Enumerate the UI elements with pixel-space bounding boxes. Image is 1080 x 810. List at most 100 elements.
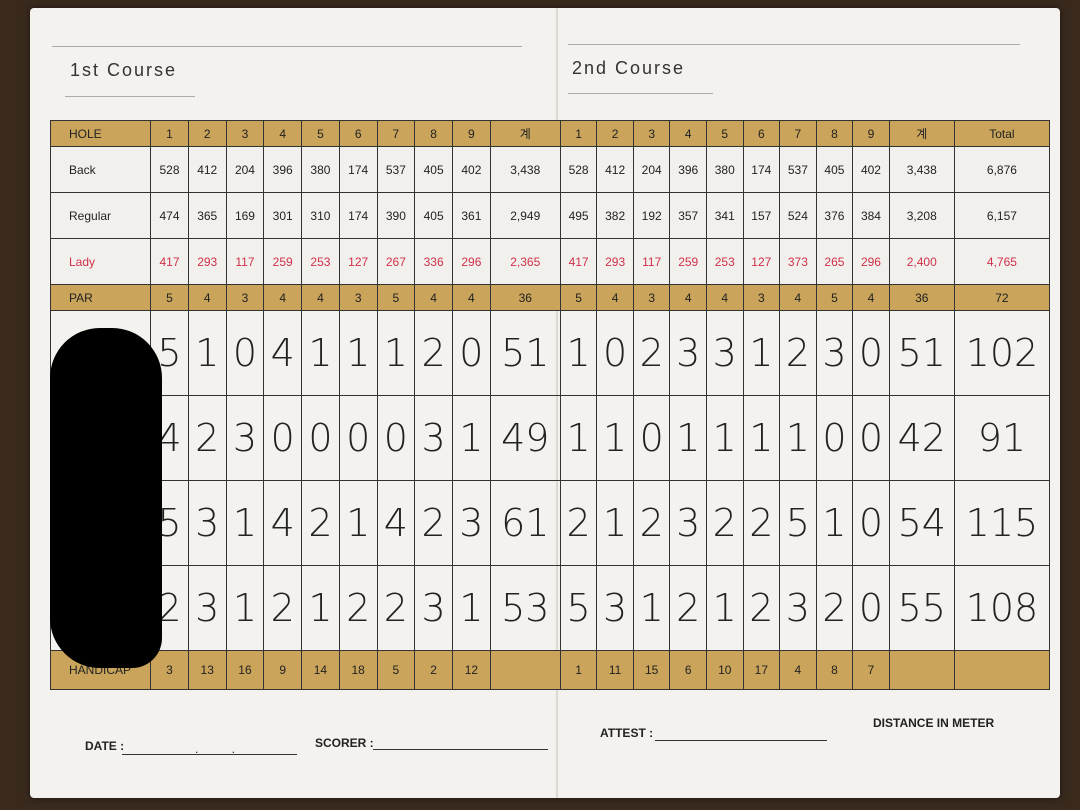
distance-cell: 396 (669, 146, 707, 193)
hole-number: 5 (301, 120, 340, 147)
tee-row-back: Back 528 412 204 396 380 174 537 405 402 3,438 528 4… (49, 146, 1051, 193)
hole-label: HOLE (49, 120, 152, 147)
score-cell: 4 (376, 480, 416, 566)
distance-cell: 412 (187, 146, 227, 193)
distance-note: DISTANCE IN METER (873, 716, 995, 730)
score-cell: 0 (376, 395, 416, 481)
date-label: DATE : (85, 739, 125, 753)
score-in-subtotal: 42 (888, 395, 955, 481)
score-cell: 1 (452, 565, 491, 651)
score-cell: 0 (852, 480, 890, 566)
distance-cell: 380 (301, 146, 340, 193)
distance-cell: 174 (742, 146, 781, 193)
distance-cell: 192 (632, 192, 671, 239)
handicap-cell: 8 (815, 650, 854, 690)
handicap-cell: 10 (706, 650, 744, 690)
score-cell: 0 (852, 310, 890, 396)
total-distance: 6,876 (953, 146, 1051, 193)
score-cell: 1 (225, 565, 265, 651)
distance-cell: 405 (414, 146, 453, 193)
date-field[interactable] (122, 754, 297, 755)
score-cell: 3 (187, 480, 227, 566)
score-cell: 1 (559, 395, 598, 481)
score-cell: 2 (632, 310, 671, 396)
score-total: 102 (953, 310, 1051, 396)
score-cell: 0 (815, 395, 854, 481)
distance-cell: 537 (779, 146, 817, 193)
divider (52, 46, 522, 47)
score-cell: 3 (669, 480, 707, 566)
distance-cell: 267 (376, 238, 416, 285)
hole-number: 4 (263, 120, 303, 147)
distance-cell: 528 (559, 146, 598, 193)
hole-number: 6 (338, 120, 378, 147)
par-cell: 4 (187, 284, 227, 311)
tee-row-lady: Lady 417 293 117 259 253 127 267 336 296 2,365 417 2… (49, 238, 1051, 285)
score-cell: 5 (559, 565, 598, 651)
scorer-label: SCORER : (315, 736, 374, 750)
par-cell: 5 (815, 284, 854, 311)
score-cell: 0 (852, 395, 890, 481)
scorer-field[interactable] (373, 749, 548, 750)
score-in-subtotal: 54 (888, 480, 955, 566)
handicap-cell: 3 (150, 650, 189, 690)
divider (568, 44, 1020, 45)
score-out-subtotal: 61 (489, 480, 561, 566)
hole-number: 8 (815, 120, 854, 147)
score-cell: 0 (596, 310, 634, 396)
score-cell: 2 (414, 480, 453, 566)
score-out-subtotal: 53 (489, 565, 561, 651)
score-cell: 1 (559, 310, 598, 396)
par-cell: 5 (150, 284, 189, 311)
score-out-subtotal: 51 (489, 310, 561, 396)
distance-cell: 204 (632, 146, 671, 193)
par-cell: 4 (301, 284, 340, 311)
par-cell: 3 (225, 284, 265, 311)
par-label: PAR (49, 284, 152, 311)
hole-number: 3 (632, 120, 671, 147)
hole-number: 9 (452, 120, 491, 147)
hole-number: 1 (559, 120, 598, 147)
score-cell: 3 (669, 310, 707, 396)
score-cell: 2 (376, 565, 416, 651)
handicap-cell: 18 (338, 650, 378, 690)
hole-number: 6 (742, 120, 781, 147)
score-cell: 1 (187, 310, 227, 396)
score-total: 91 (953, 395, 1051, 481)
score-cell: 2 (815, 565, 854, 651)
score-cell: 1 (815, 480, 854, 566)
handicap-cell: 1 (559, 650, 598, 690)
score-cell: 5 (779, 480, 817, 566)
handicap-cell: 4 (779, 650, 817, 690)
distance-cell: 293 (596, 238, 634, 285)
score-cell: 2 (742, 565, 781, 651)
scorecard-table: HOLE 1 2 3 4 5 6 7 8 9 계 1 2 3 4 5 6 7 8 9 계 Total Back 528 412 2… (49, 120, 1051, 690)
distance-cell: 396 (263, 146, 303, 193)
distance-cell: 336 (414, 238, 453, 285)
attest-field[interactable] (655, 740, 827, 741)
par-cell: 4 (779, 284, 817, 311)
hole-number: 9 (852, 120, 890, 147)
score-cell: 1 (338, 310, 378, 396)
score-cell: 1 (301, 565, 340, 651)
hole-number: 5 (706, 120, 744, 147)
distance-cell: 384 (852, 192, 890, 239)
player-score-row: 4 2 3 0 0 0 0 3 1 49 1 1 0 1 1 1 1 0 0 42 91 (49, 395, 1051, 481)
hole-number: 7 (779, 120, 817, 147)
par-cell: 4 (669, 284, 707, 311)
distance-cell: 376 (815, 192, 854, 239)
handicap-cell: 16 (225, 650, 265, 690)
distance-cell: 174 (338, 192, 378, 239)
handicap-cell: 11 (596, 650, 634, 690)
score-cell: 3 (225, 395, 265, 481)
out-subtotal: 2,949 (489, 192, 561, 239)
score-cell: 0 (338, 395, 378, 481)
par-cell: 4 (706, 284, 744, 311)
par-row: PAR 5 4 3 4 4 3 5 4 4 36 5 4 3 4 4 3 4 5 4 36 72 (49, 284, 1051, 311)
handicap-cell: 9 (263, 650, 303, 690)
hole-number: 8 (414, 120, 453, 147)
redacted-names (50, 328, 162, 668)
date-separators: . . (195, 742, 236, 756)
tee-label: Regular (49, 192, 152, 239)
handicap-row: HANDICAP 3 13 16 9 14 18 5 2 12 1 11 15 6 10 17 4 8 7 (49, 650, 1051, 690)
